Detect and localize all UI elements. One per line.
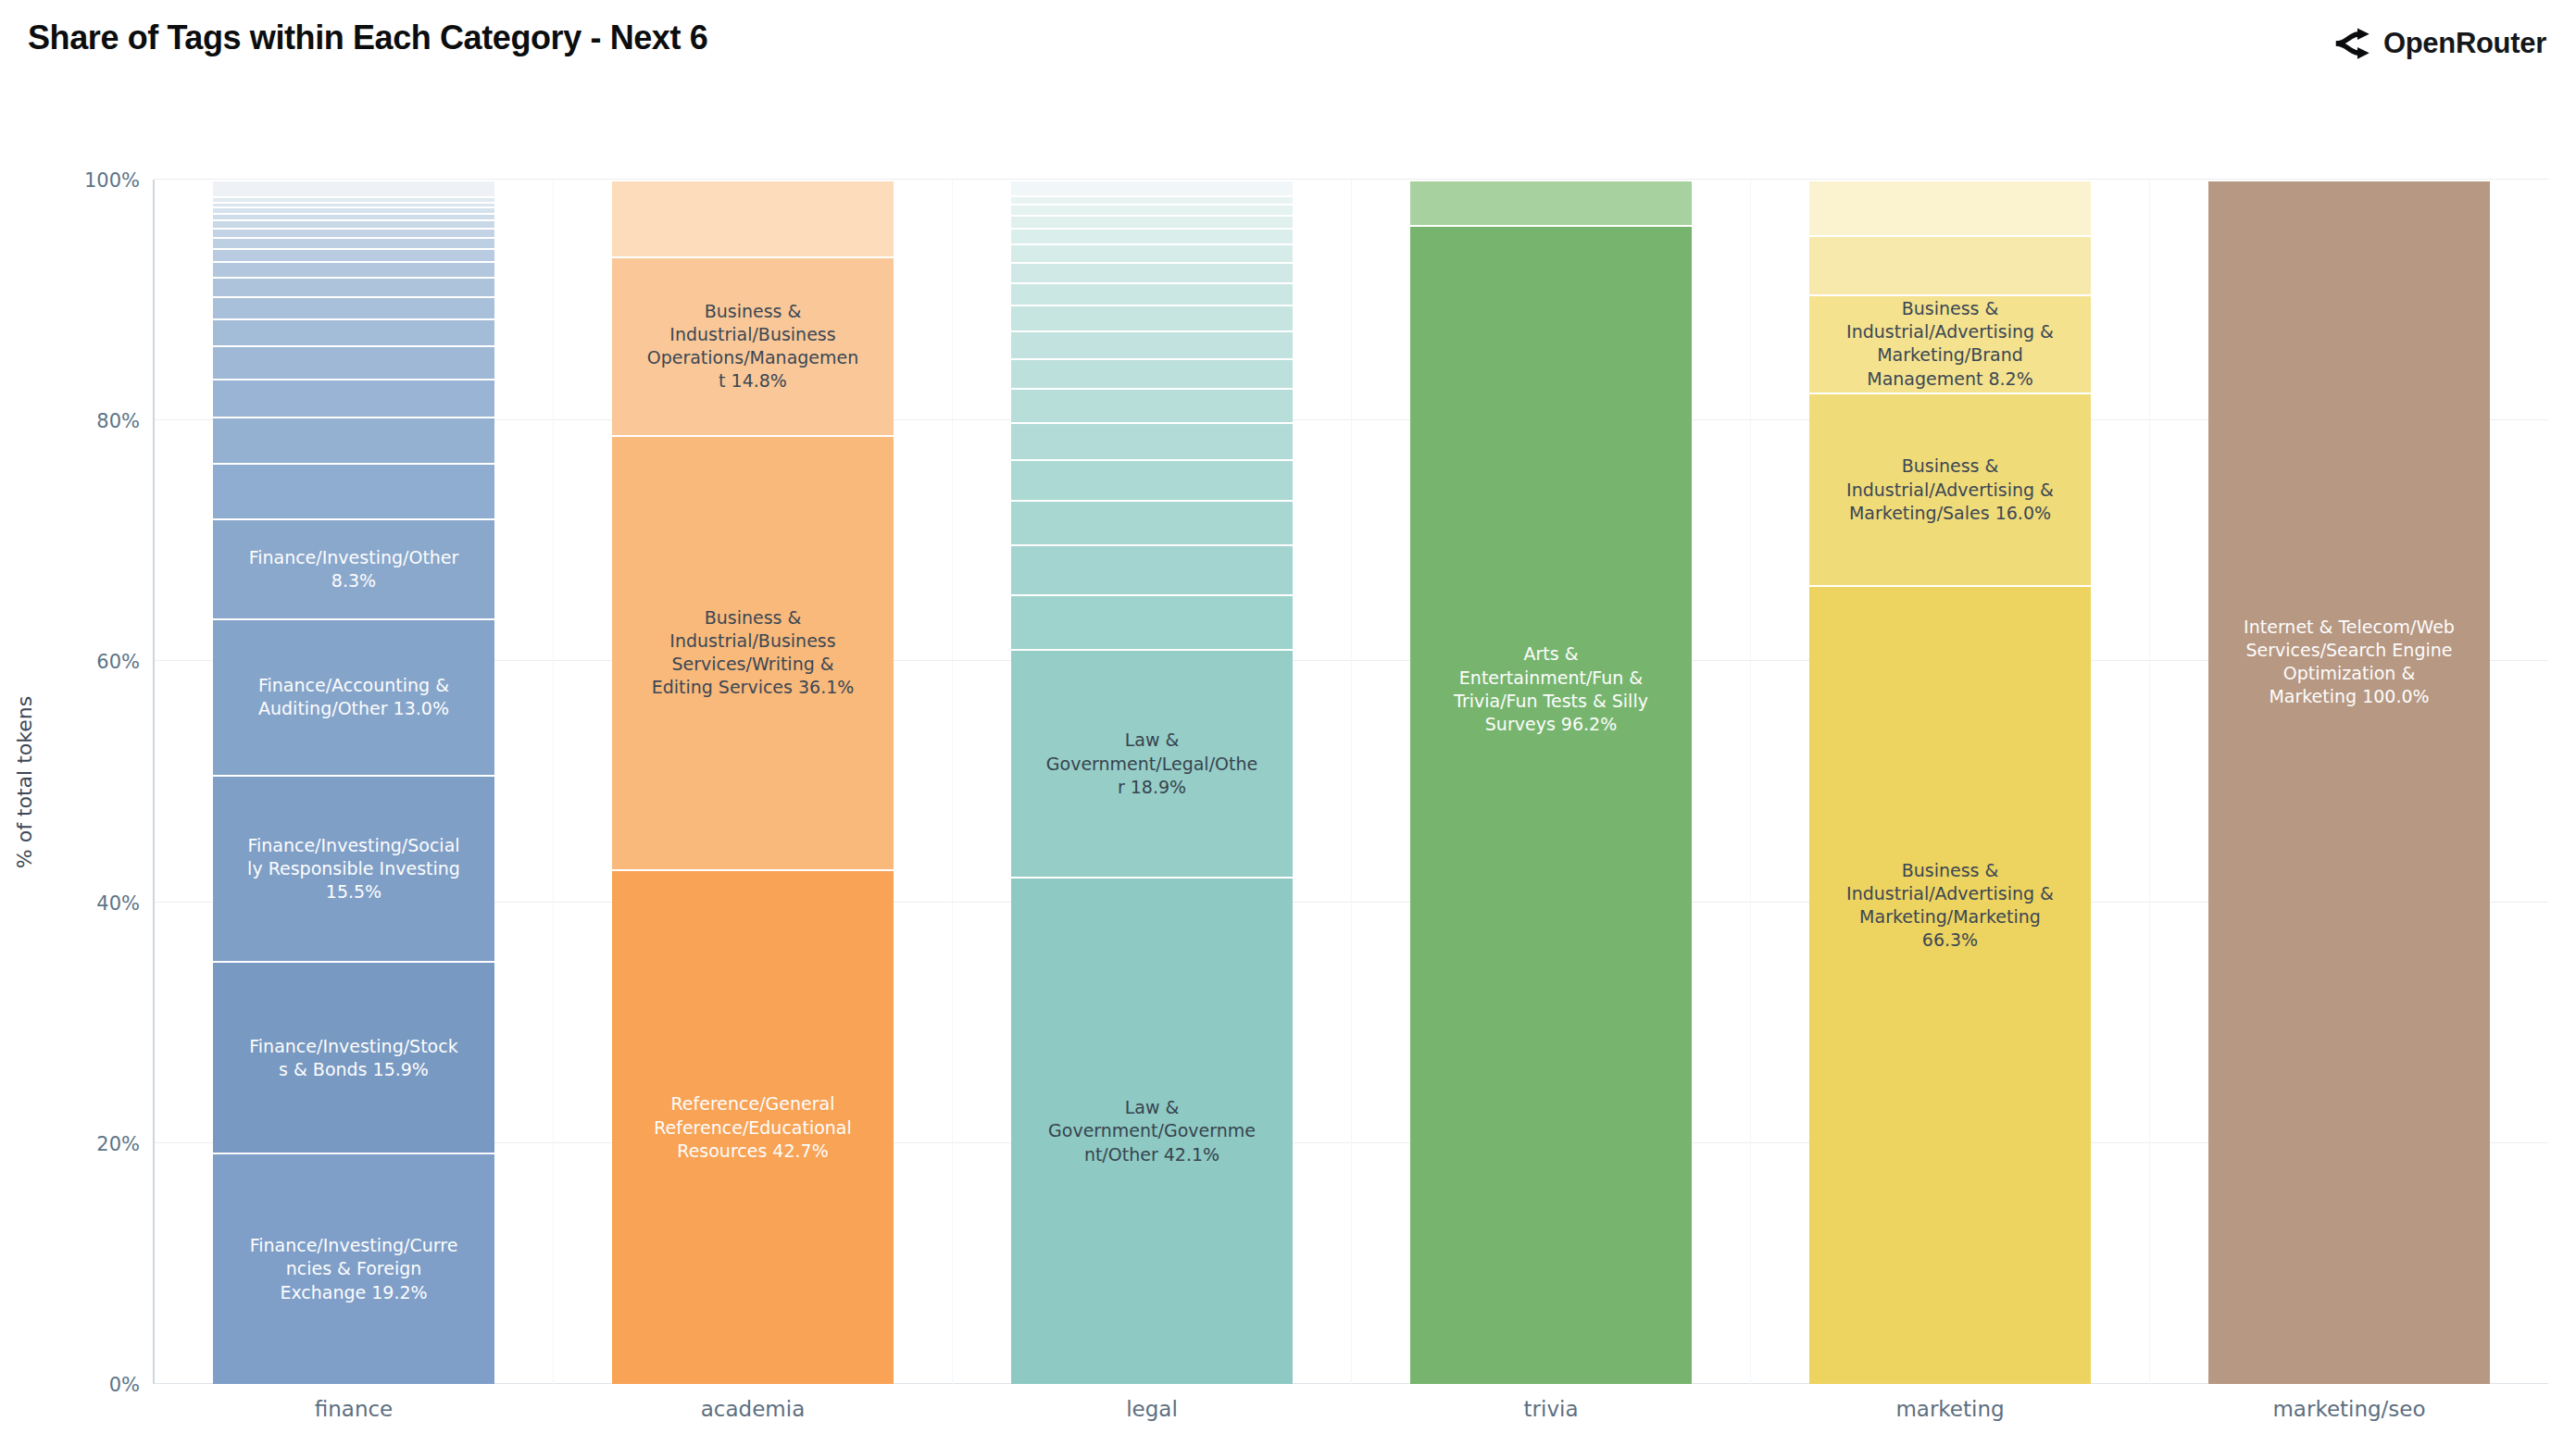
stacked-bar-trivia: Arts & Entertainment/Fun & Trivia/Fun Te… — [1410, 180, 1692, 1384]
bar-segment — [213, 202, 494, 207]
bar-segment — [213, 237, 494, 248]
segment-label: Law & Government/Government/Other 42.1% — [1044, 1096, 1259, 1166]
segment-label: Finance/Investing/Other 8.3% — [246, 545, 461, 592]
y-tick-label: 20% — [96, 1133, 140, 1155]
bar-segment — [1011, 500, 1293, 544]
bar-segment: Finance/Accounting & Auditing/Other 13.0… — [213, 618, 494, 775]
bar-segment — [1011, 204, 1293, 215]
bar-segment: Law & Government/Government/Other 42.1% — [1011, 877, 1293, 1384]
x-tick-label-finance: finance — [155, 1397, 553, 1421]
segment-label: Business & Industrial/Advertising & Mark… — [1843, 455, 2057, 525]
segment-label: Internet & Telecom/Web Services/Search E… — [2242, 616, 2457, 709]
bar-segment: Finance/Investing/Socially Responsible I… — [213, 775, 494, 962]
x-tick-label-trivia: trivia — [1352, 1397, 1750, 1421]
bar-segment — [213, 318, 494, 345]
bar-segment — [612, 180, 894, 256]
segment-label: Law & Government/Legal/Other 18.9% — [1044, 729, 1259, 799]
bar-segment — [213, 463, 494, 518]
y-tick-label: 60% — [96, 651, 140, 673]
stacked-bar-marketing: Business & Industrial/Advertising & Mark… — [1809, 180, 2091, 1384]
y-tick-label: 100% — [84, 169, 140, 192]
bar-segment — [213, 345, 494, 379]
segment-label: Business & Industrial/Advertising & Mark… — [1843, 859, 2057, 953]
bar-segment: Finance/Investing/Stocks & Bonds 15.9% — [213, 961, 494, 1153]
category-slot-marketing: Business & Industrial/Advertising & Mark… — [1750, 180, 2149, 1384]
stacked-bar-finance: Finance/Investing/Currencies & Foreign E… — [213, 180, 494, 1384]
bar-segment: Reference/General Reference/Educational … — [612, 869, 894, 1384]
segment-label: Business & Industrial/Business Services/… — [645, 606, 860, 700]
category-slot-legal: Law & Government/Government/Other 42.1% L… — [952, 180, 1351, 1384]
bar-segment — [1011, 422, 1293, 459]
x-tick-label-legal: legal — [953, 1397, 1351, 1421]
bar-segment — [213, 296, 494, 319]
bar-segment — [213, 277, 494, 296]
segment-label: Finance/Accounting & Auditing/Other 13.0… — [246, 674, 461, 721]
x-tick-label-marketing/seo: marketing/seo — [2150, 1397, 2548, 1421]
bar-segment: Business & Industrial/Advertising & Mark… — [1809, 585, 2091, 1384]
bar-segment: Business & Industrial/Advertising & Mark… — [1809, 393, 2091, 585]
segment-label: Reference/General Reference/Educational … — [645, 1092, 860, 1163]
bar-segment — [1011, 388, 1293, 421]
bar-segment — [1809, 180, 2091, 235]
plot-area: Finance/Investing/Currencies & Foreign E… — [153, 180, 2548, 1384]
bar-segment — [1410, 180, 1692, 225]
openrouter-logo-icon — [2332, 24, 2371, 63]
segment-label: Arts & Entertainment/Fun & Trivia/Fun Te… — [1444, 643, 1658, 737]
segment-label: Business & Industrial/Advertising & Mark… — [1843, 297, 2057, 391]
bar-segment — [1011, 305, 1293, 330]
segment-label: Finance/Investing/Currencies & Foreign E… — [246, 1234, 461, 1304]
bar-segment — [1011, 358, 1293, 389]
bar-segment — [213, 180, 494, 196]
brand-name: OpenRouter — [2383, 27, 2546, 60]
bar-segment — [1011, 195, 1293, 204]
bar-segment — [1809, 235, 2091, 294]
y-tick-label: 0% — [109, 1374, 140, 1396]
bar-segment — [1011, 544, 1293, 593]
bar-segment: Internet & Telecom/Web Services/Search E… — [2208, 180, 2490, 1384]
bar-segment: Law & Government/Legal/Other 18.9% — [1011, 649, 1293, 877]
segment-label: Finance/Investing/Stocks & Bonds 15.9% — [246, 1035, 461, 1082]
bar-segment: Business & Industrial/Business Operation… — [612, 256, 894, 435]
bar-segment — [1011, 262, 1293, 282]
bar-segment — [1011, 228, 1293, 243]
stacked-bar-marketing/seo: Internet & Telecom/Web Services/Search E… — [2208, 180, 2490, 1384]
x-tick-label-academia: academia — [554, 1397, 952, 1421]
bar-segment — [213, 196, 494, 201]
bar-segment: Arts & Entertainment/Fun & Trivia/Fun Te… — [1410, 225, 1692, 1384]
bar-segment — [1011, 215, 1293, 228]
y-axis-title: % of total tokens — [13, 696, 36, 868]
category-slot-marketing/seo: Internet & Telecom/Web Services/Search E… — [2149, 180, 2548, 1384]
x-tick-label-marketing: marketing — [1751, 1397, 2149, 1421]
category-slot-academia: Reference/General Reference/Educational … — [553, 180, 952, 1384]
bar-segment — [213, 206, 494, 213]
bar-segment — [213, 213, 494, 219]
y-tick-label: 80% — [96, 410, 140, 432]
bar-segment: Business & Industrial/Advertising & Mark… — [1809, 294, 2091, 393]
stacked-bar-legal: Law & Government/Government/Other 42.1% L… — [1011, 180, 1293, 1384]
category-slot-finance: Finance/Investing/Currencies & Foreign E… — [155, 180, 553, 1384]
bar-segment — [213, 228, 494, 237]
bar-segment — [1011, 594, 1293, 650]
bar-segment — [213, 248, 494, 261]
bar-segment: Finance/Investing/Currencies & Foreign E… — [213, 1153, 494, 1384]
bar-segment — [1011, 282, 1293, 305]
openrouter-brand: OpenRouter — [2332, 24, 2546, 63]
bar-segment — [1011, 180, 1293, 195]
y-tick-label: 40% — [96, 892, 140, 915]
bar-segment — [213, 261, 494, 277]
stacked-bar-academia: Reference/General Reference/Educational … — [612, 180, 894, 1384]
bar-segment: Business & Industrial/Business Services/… — [612, 435, 894, 870]
bar-segment — [1011, 330, 1293, 358]
segment-label: Business & Industrial/Business Operation… — [645, 300, 860, 393]
bar-segment — [213, 417, 494, 462]
bar-segment — [1011, 459, 1293, 500]
bar-segment: Finance/Investing/Other 8.3% — [213, 518, 494, 618]
bars-container: Finance/Investing/Currencies & Foreign E… — [155, 180, 2548, 1384]
segment-label: Finance/Investing/Socially Responsible I… — [246, 834, 461, 904]
bar-segment — [213, 379, 494, 418]
category-slot-trivia: Arts & Entertainment/Fun & Trivia/Fun Te… — [1351, 180, 1750, 1384]
page-title: Share of Tags within Each Category - Nex… — [28, 19, 707, 57]
bar-segment — [1011, 243, 1293, 262]
bar-segment — [213, 219, 494, 227]
